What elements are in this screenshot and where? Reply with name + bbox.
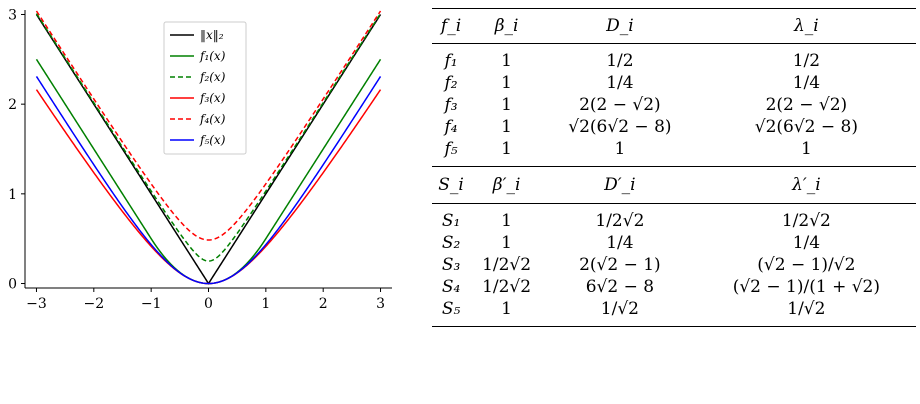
table-row: S₄ 1/2√2 6√2 − 8 (√2 − 1)/(1 + √2) [432,276,916,298]
table-cell: 1 [501,117,512,137]
header-cell: β_i [494,16,519,36]
table-cell: (√2 − 1)/(1 + √2) [732,277,881,297]
table-cell: 1 [501,73,512,93]
axes: −3 −2 −1 0 1 2 3 0 1 2 3 [8,7,392,312]
table-row: S₁ 1 1/2√2 1/2√2 [432,203,916,233]
table-cell: 1/2√2 [482,255,532,275]
header-cell: D_i [606,16,634,36]
table-cell: 1/2√2 [781,211,831,231]
table-cell: √2(6√2 − 8) [568,117,672,137]
table-cell: 2(2 − √2) [765,95,848,115]
table-cell: 1 [800,139,812,159]
table-row: S₂ 1 1/4 1/4 [432,232,916,254]
table-cell: S₅ [441,299,461,319]
series-layer [35,10,382,285]
table-cell: 1/4 [792,73,821,93]
table-cell: 1/4 [606,233,634,253]
table-cell: 1 [501,95,512,115]
table-header-row: S_i β′_i D′_i λ′_i [432,166,916,204]
parameter-table: f_i β_i D_i λ_i f₁ 1 1/2 1/2 f₂ 1 1/4 1/4 f₃ 1 2(2… [432,8,916,327]
table-row: f₂ 1 1/4 1/4 [432,72,916,94]
table-cell: 1 [501,51,512,71]
table-cell: 2(2 − √2) [579,95,661,115]
header-cell: λ_i [794,16,819,36]
x-tick-label: −3 [26,296,47,312]
table-cell: √2(6√2 − 8) [754,117,858,137]
table-cell: 1/√2 [787,299,826,319]
legend-label: f₃(x) [199,91,226,105]
x-tick-label: 3 [376,296,385,312]
table-cell: 2(√2 − 1) [579,255,661,275]
table-cell: 1 [501,299,512,319]
header-cell: f_i [440,16,462,36]
table-cell: 1/√2 [600,299,639,319]
table-cell: 1 [501,211,512,231]
table-cell: f₅ [444,139,458,159]
table-cell: f₃ [444,95,458,115]
x-tick-label: 1 [261,296,270,312]
legend-label: f₁(x) [199,49,226,63]
y-tick-label: 3 [8,7,17,23]
legend-label: f₂(x) [199,70,226,84]
table-cell: 1 [501,139,512,159]
table-cell: f₂ [444,73,458,93]
x-tick-label: 0 [204,296,213,312]
table-cell: 1/2√2 [482,277,532,297]
table-cell: 1/4 [606,73,634,93]
series-line-3 [35,13,382,262]
legend: ‖x‖₂ f₁(x) f₂(x) f₃(x) f₄(x) f₅(x) [163,21,247,155]
series-line-5 [35,10,382,241]
table-row: S₅ 1 1/√2 1/√2 [432,298,916,327]
table-cell: S₄ [441,277,461,297]
legend-label: f₅(x) [199,133,226,147]
table-cell: (√2 − 1)/√2 [757,255,856,275]
header-cell: D′_i [604,175,636,195]
x-tick-label: 2 [319,296,328,312]
legend-label: ‖x‖₂ [200,28,224,42]
y-tick-label: 2 [8,97,17,113]
header-cell: λ′_i [792,175,821,195]
x-tick-label: −1 [141,296,162,312]
table-cell: 1 [501,233,512,253]
table-row: f₄ 1 √2(6√2 − 8) √2(6√2 − 8) [432,116,916,138]
table-cell: 1/4 [792,233,821,253]
function-plot: −3 −2 −1 0 1 2 3 0 1 2 3 ‖x‖₂ f₁(x) f₂(x) f₃(x) f₄(x) f… [8,7,392,312]
table-cell: 1/2√2 [595,211,645,231]
table-cell: S₂ [441,233,461,253]
table-header-row: f_i β_i D_i λ_i [432,8,916,44]
table-cell: 1/2 [606,51,634,71]
table-cell: 6√2 − 8 [585,277,655,297]
header-cell: S_i [438,175,464,195]
table-cell: f₄ [444,117,458,137]
table-row: f₁ 1 1/2 1/2 [432,43,916,73]
table-cell: 1 [614,139,626,159]
legend-label: f₄(x) [199,112,226,126]
table-row: S₃ 1/2√2 2(√2 − 1) (√2 − 1)/√2 [432,254,916,276]
x-tick-label: −2 [83,296,104,312]
header-cell: β′_i [492,175,521,195]
series-line-6 [35,76,382,285]
y-tick-label: 0 [8,277,17,293]
table-cell: 1/2 [792,51,821,71]
table-cell: f₁ [444,51,458,71]
legend-box [163,21,247,155]
table-cell: S₁ [441,211,461,231]
table-row: f₅ 1 1 1 [432,138,916,167]
y-tick-label: 1 [8,187,17,203]
table-cell: S₃ [441,255,461,275]
table-row: f₃ 1 2(2 − √2) 2(2 − √2) [432,94,916,116]
